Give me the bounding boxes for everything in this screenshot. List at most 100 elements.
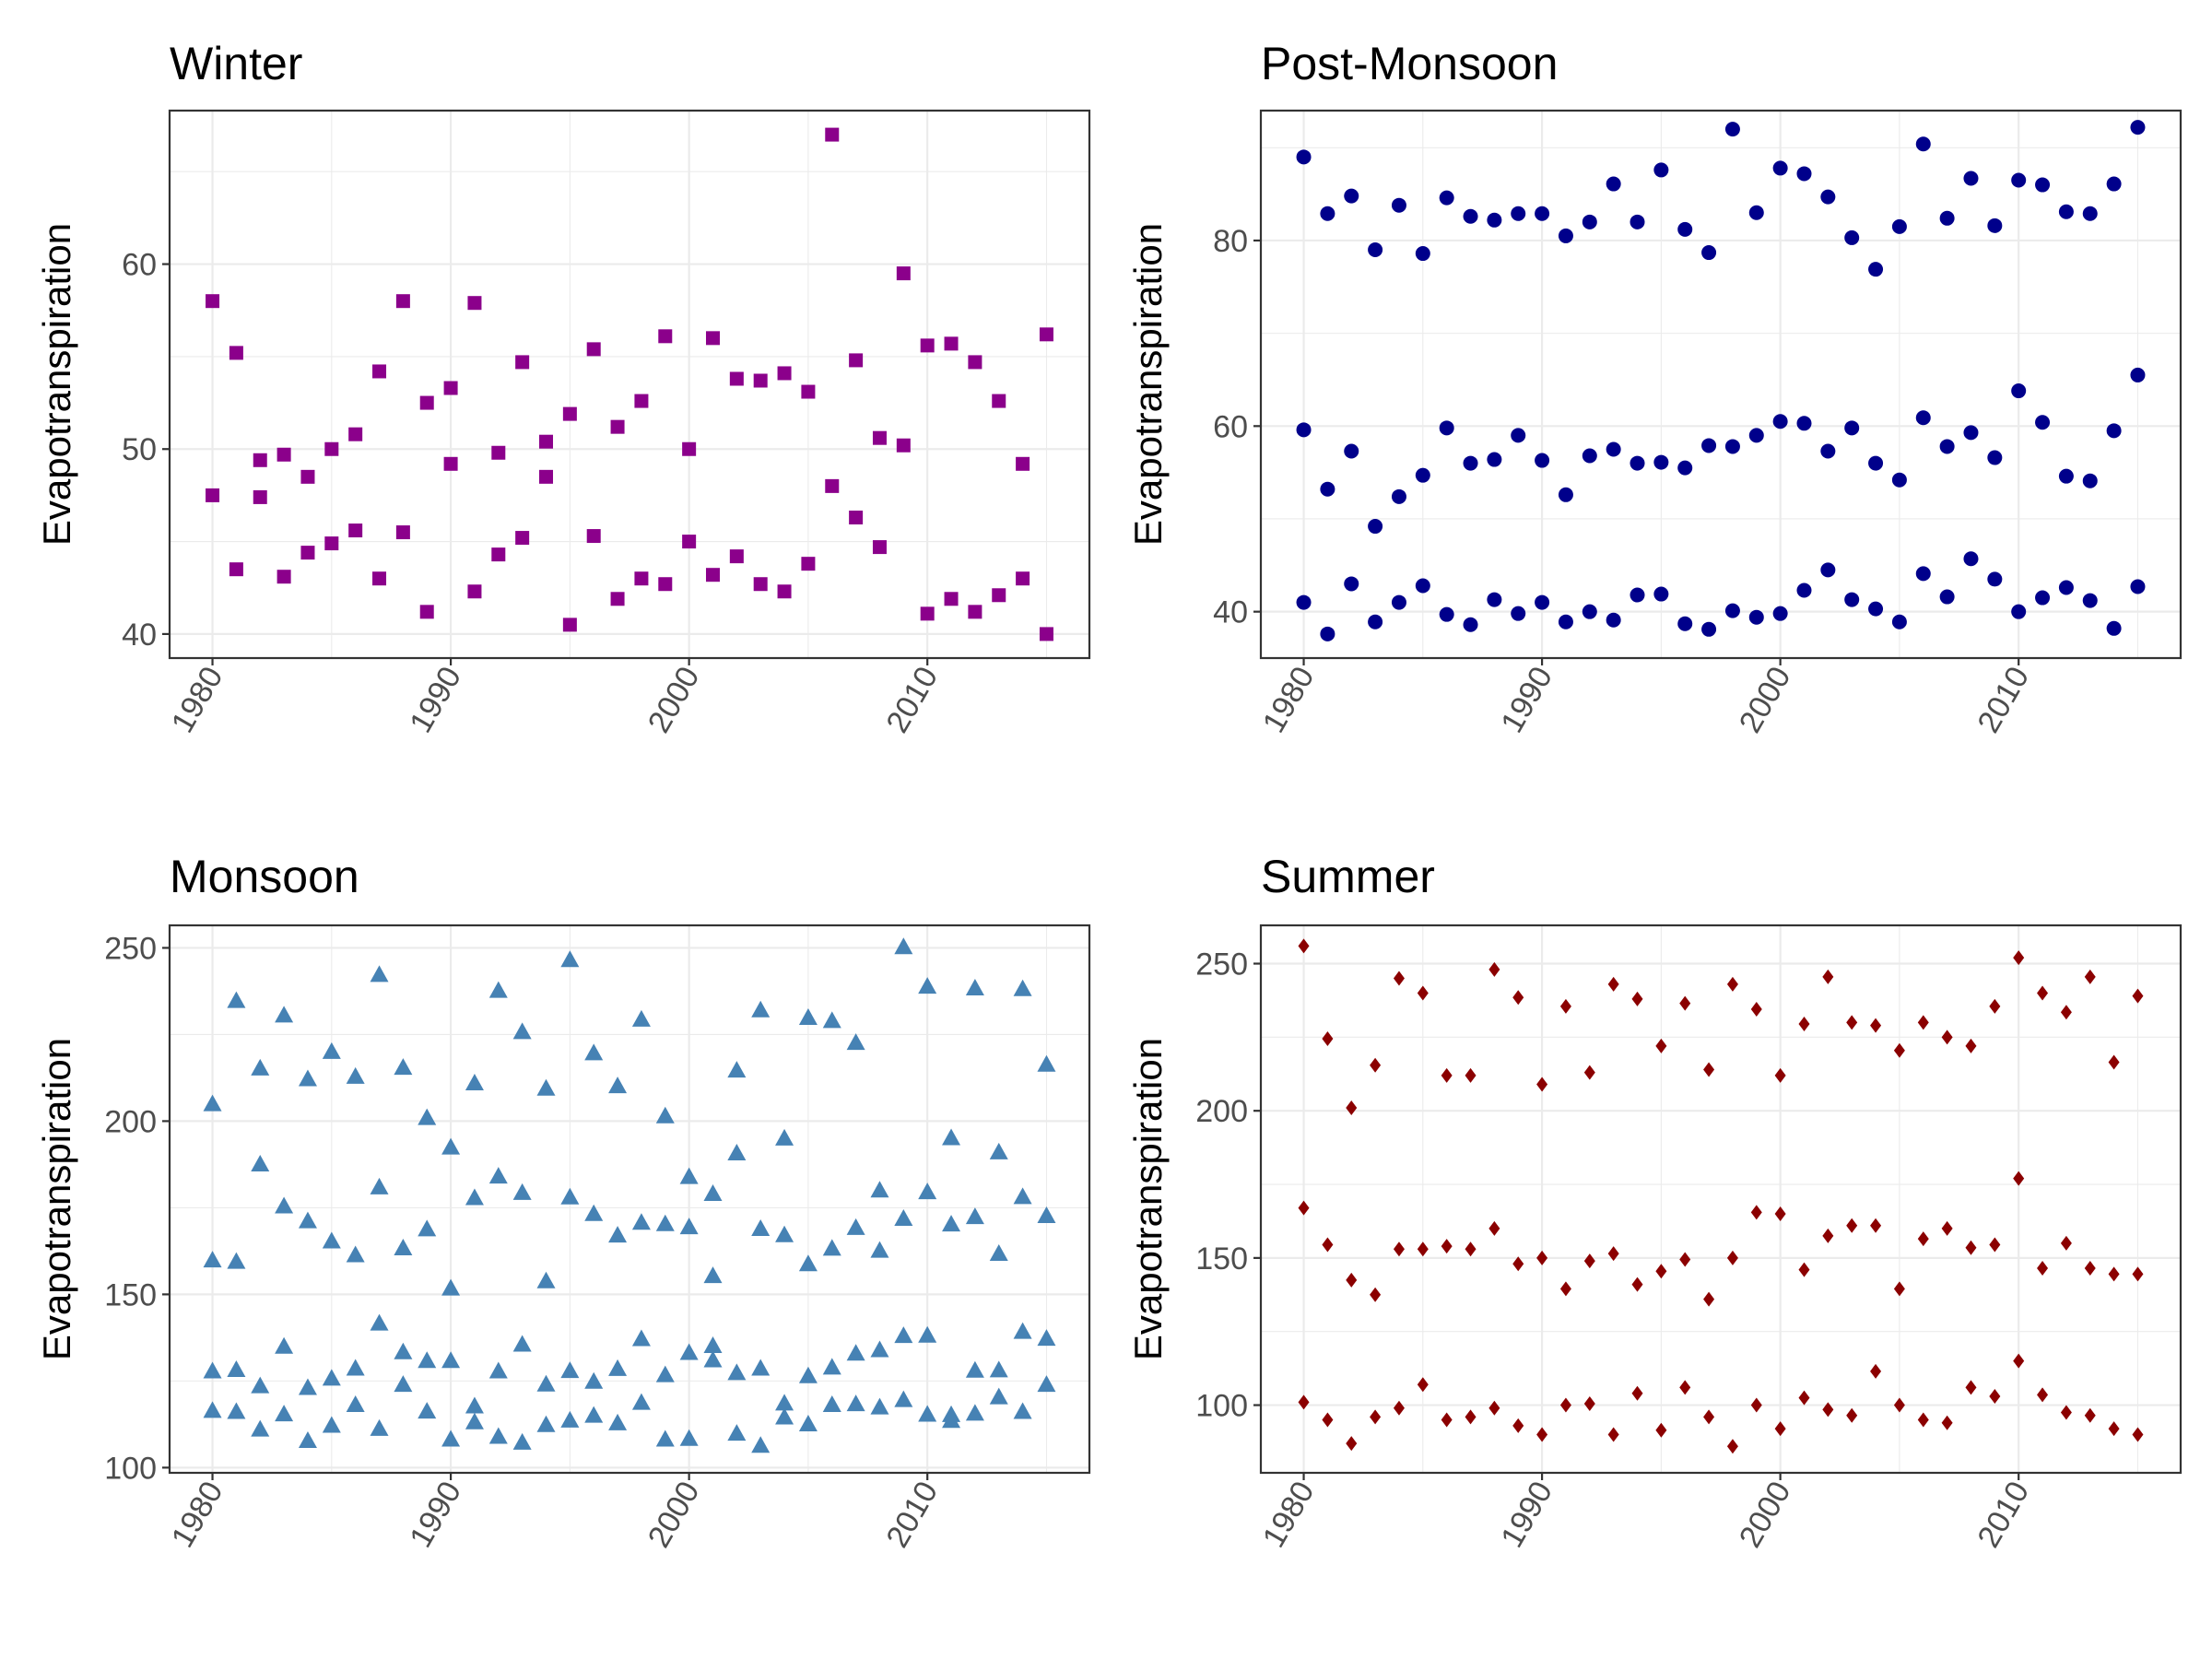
summer-point-low-2000 [1774,1421,1786,1437]
monsoon-point-s3-2013 [989,1244,1008,1262]
summer-point-mid-2000 [1774,1206,1786,1221]
summer-point-mid-1989 [1512,1256,1524,1272]
monsoon-point-s4-1998 [631,1009,651,1027]
monsoon-point-s4-2004 [775,1128,794,1146]
summer-y-tick-label: 200 [1195,1094,1248,1129]
winter-y-axis-title: Evapotranspiration [35,223,78,546]
summer-point-high-2005 [1893,1042,1905,1058]
monsoon-point-s1-2013 [989,1387,1008,1405]
post-monsoon-point-high-2000 [1772,160,1788,176]
monsoon-point-s4-2006 [822,1011,841,1029]
monsoon-point-s2-2013 [989,1360,1008,1378]
monsoon-point-s1-1980 [203,1401,222,1418]
winter-point-low-2013 [992,588,1006,603]
monsoon-point-s1-2004 [775,1407,794,1425]
summer-point-high-1986 [1441,1067,1453,1083]
monsoon-point-s2-1989 [418,1351,437,1369]
post-monsoon-x-tick-label: 1980 [1256,661,1322,739]
monsoon-point-s1-1998 [631,1393,651,1410]
monsoon-point-s4-1980 [203,1094,222,1112]
post-monsoon-point-high-2013 [2082,206,2098,221]
post-monsoon-point-low-2003 [1844,592,1860,607]
summer-point-high-1985 [1417,985,1429,1001]
monsoon-point-s1-1996 [584,1406,604,1423]
monsoon-point-s2-2003 [751,1359,771,1376]
monsoon-point-s3-1982 [251,1155,270,1172]
post-monsoon-point-mid-1998 [1724,439,1740,454]
post-monsoon-point-low-1984 [1391,594,1406,610]
summer-point-low-1995 [1655,1422,1667,1438]
winter-point-low-2003 [753,577,768,592]
monsoon-point-s1-2003 [751,1436,771,1453]
winter-point-low-1984 [300,546,315,560]
winter-point-low-1983 [276,570,291,584]
post-monsoon-point-low-2001 [1796,582,1812,598]
monsoon-point-s4-1992 [488,981,508,998]
summer-point-high-2001 [1798,1016,1810,1031]
summer-point-low-2009 [1989,1388,2001,1404]
summer-point-low-2011 [2037,1387,2049,1403]
summer-point-low-1994 [1631,1385,1643,1401]
winter-x-tick-label: 2000 [641,661,707,739]
post-monsoon-point-high-1991 [1558,228,1573,243]
summer-point-high-2003 [1846,1015,1858,1030]
summer-point-low-1999 [1750,1397,1762,1413]
monsoon-point-s2-1984 [298,1378,317,1395]
summer-point-mid-1998 [1726,1250,1738,1265]
summer-point-mid-2003 [1846,1218,1858,1233]
summer-y-axis-title: Evapotranspiration [1126,1038,1170,1360]
summer-x-tick-label: 2000 [1733,1476,1798,1554]
summer-title: Summer [1261,851,1435,902]
post-monsoon-point-low-1985 [1415,578,1430,594]
monsoon-point-s1-2002 [727,1424,747,1441]
post-monsoon-point-low-1991 [1558,614,1573,629]
winter-point-mid-2008 [872,430,887,445]
summer-point-low-1992 [1583,1395,1595,1411]
monsoon-point-s3-1983 [275,1196,294,1214]
winter-point-mid-1993 [515,355,530,370]
summer-point-mid-2009 [1989,1237,2001,1253]
post-monsoon-point-mid-2013 [2082,473,2098,488]
summer-point-low-1989 [1512,1418,1524,1433]
winter-point-mid-2005 [801,384,816,399]
post-monsoon-point-high-2011 [2035,177,2051,193]
winter-point-low-1993 [515,531,530,546]
summer-point-low-1998 [1726,1439,1738,1454]
summer-point-high-2012 [2060,1005,2072,1020]
monsoon-point-s3-2001 [703,1183,723,1201]
post-monsoon-point-high-1994 [1630,214,1645,229]
summer-point-low-1990 [1536,1427,1548,1442]
summer-point-mid-2014 [2108,1266,2120,1282]
winter-point-mid-2010 [920,338,935,353]
summer-point-mid-1999 [1750,1205,1762,1220]
summer-point-mid-2002 [1822,1228,1834,1243]
monsoon-point-s3-1989 [418,1219,437,1237]
monsoon-point-s4-2010 [918,977,937,994]
summer-panel-border [1259,924,2183,1475]
post-monsoon-point-high-1988 [1487,212,1502,228]
post-monsoon-point-high-2006 [1915,136,1931,152]
summer-point-high-1981 [1322,1030,1334,1046]
summer-x-tick-label: 1980 [1256,1476,1322,1554]
monsoon-point-s2-2014 [1013,1322,1032,1339]
summer-point-high-2008 [1965,1038,1977,1053]
monsoon-point-s4-1995 [560,950,580,968]
post-monsoon-y-tick-label: 40 [1213,595,1248,630]
winter-point-mid-1981 [229,346,243,360]
summer-point-mid-1982 [1346,1272,1358,1288]
monsoon-point-s1-1990 [441,1430,461,1447]
monsoon-point-s1-2006 [822,1394,841,1412]
monsoon-point-s3-2009 [894,1209,913,1227]
winter-point-low-2005 [801,557,816,571]
monsoon-point-s4-1990 [441,1137,461,1155]
summer-point-low-2015 [2132,1427,2144,1442]
monsoon-point-s3-1998 [631,1213,651,1230]
post-monsoon-point-low-1982 [1344,576,1359,592]
monsoon-y-tick-label: 200 [104,1104,157,1139]
post-monsoon-point-low-1992 [1582,604,1597,619]
winter-point-low-2009 [896,438,911,453]
monsoon-point-s1-1992 [488,1427,508,1444]
winter-point-mid-2012 [968,355,982,370]
monsoon-point-s3-1996 [584,1204,604,1221]
summer-point-high-2015 [2132,988,2144,1004]
